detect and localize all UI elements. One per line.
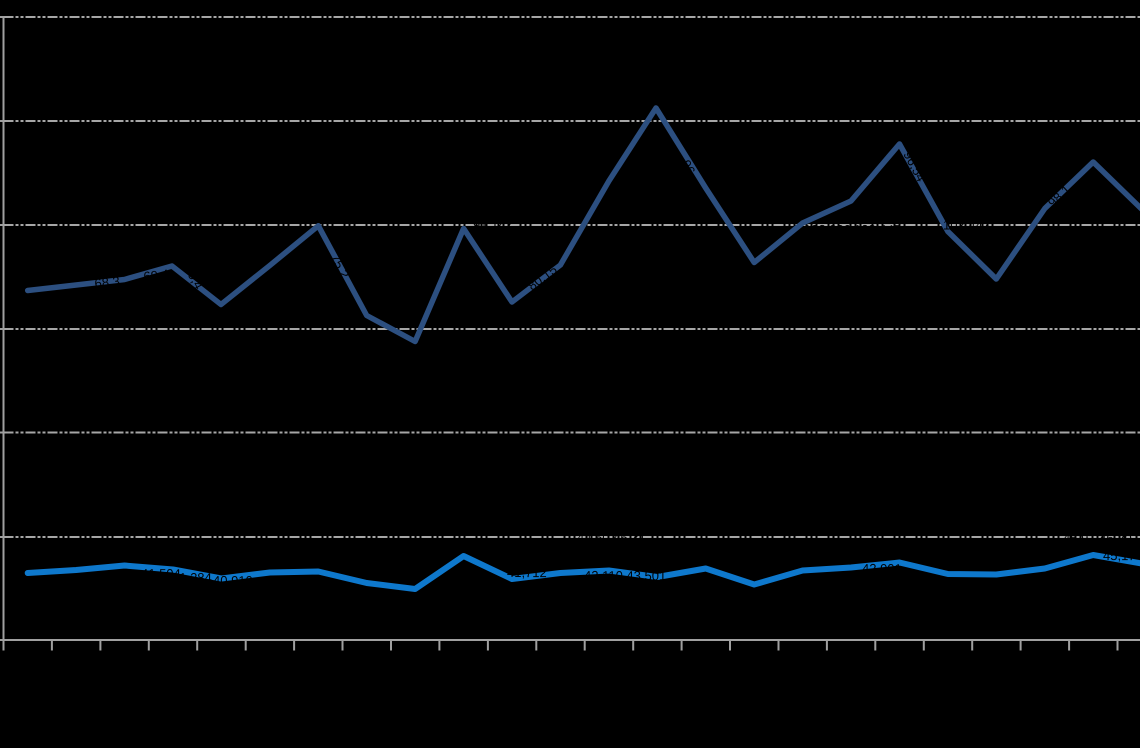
svg-text:45,91 46,20: 45,91 46,20 — [1063, 531, 1132, 546]
svg-text:41,284: 41,284 — [172, 570, 212, 585]
svg-text:93,147: 93,147 — [473, 218, 513, 233]
svg-text:42,901: 42,901 — [862, 561, 902, 576]
svg-text:102,447: 102,447 — [943, 218, 990, 233]
svg-text:103,447: 103,447 — [854, 222, 901, 237]
svg-text:41,504: 41,504 — [141, 566, 181, 581]
svg-text:42,110 43,501: 42,110 43,501 — [584, 568, 666, 583]
svg-text:68,3: 68,3 — [94, 273, 121, 291]
svg-text:44,50 45,31: 44,50 45,31 — [577, 530, 646, 545]
svg-text:45,17: 45,17 — [1103, 548, 1136, 563]
svg-text:41,712: 41,712 — [507, 565, 547, 580]
svg-text:40,910: 40,910 — [213, 573, 253, 588]
svg-text:96: 96 — [678, 157, 698, 177]
svg-text:102,330: 102,330 — [804, 222, 851, 237]
svg-text:69,4: 69,4 — [143, 266, 170, 284]
